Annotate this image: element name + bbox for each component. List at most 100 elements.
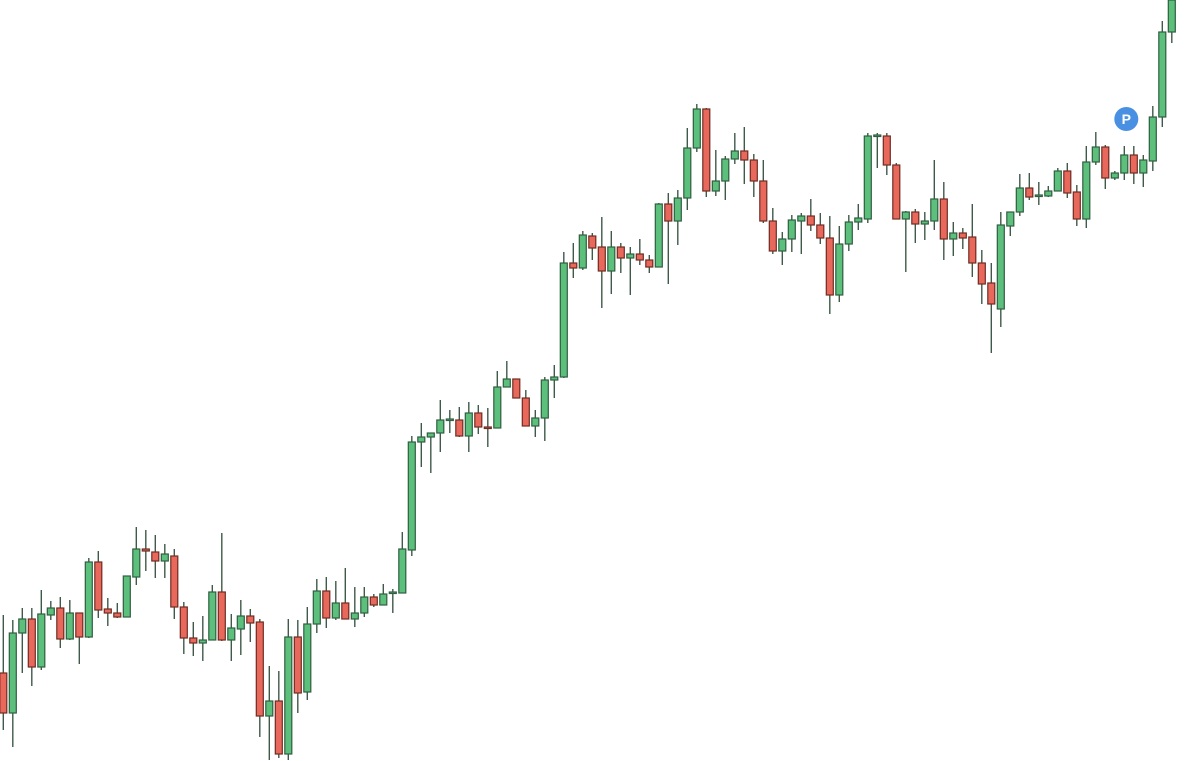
candle-body-down xyxy=(911,211,920,225)
candle xyxy=(512,378,521,399)
candle xyxy=(1082,146,1091,228)
candle-body-up xyxy=(37,613,46,668)
candle-body-up xyxy=(1167,0,1176,33)
candles-group xyxy=(0,0,1176,760)
candle-body-up xyxy=(1034,194,1043,198)
candle-body-up xyxy=(1053,170,1062,192)
candle-body-down xyxy=(512,378,521,399)
candle-body-down xyxy=(882,135,891,166)
candle xyxy=(749,154,758,197)
candle xyxy=(740,127,749,184)
candle xyxy=(778,232,787,265)
candle-body-up xyxy=(1082,161,1091,220)
candle-body-up xyxy=(949,232,958,240)
candle xyxy=(436,400,445,452)
candle-body-down xyxy=(616,246,625,259)
candle-body-down xyxy=(635,253,644,261)
annotations-group: P xyxy=(1114,107,1139,131)
candle-body-down xyxy=(1129,154,1138,174)
candle-body-down xyxy=(1101,146,1110,179)
candle xyxy=(1015,174,1024,216)
candle-body-down xyxy=(958,232,967,239)
candle xyxy=(949,222,958,256)
candle xyxy=(635,239,644,265)
candle-body-up xyxy=(132,548,141,578)
candle xyxy=(493,371,502,429)
candle-body-up xyxy=(417,436,426,443)
candle-body-down xyxy=(113,612,122,618)
candle-body-up xyxy=(873,134,882,138)
candle-body-down xyxy=(341,602,350,620)
candle-body-down xyxy=(987,282,996,305)
candle xyxy=(825,216,834,314)
candle-body-up xyxy=(1158,31,1167,118)
candle-body-down xyxy=(141,548,150,552)
candle xyxy=(198,616,207,661)
candle-body-down xyxy=(569,262,578,269)
candle-body-down xyxy=(806,215,815,226)
candle-body-down xyxy=(179,606,188,639)
candle xyxy=(683,128,692,210)
candle xyxy=(388,589,397,613)
candle-body-up xyxy=(578,234,587,269)
candle-body-up xyxy=(236,615,245,630)
candle xyxy=(1139,155,1148,187)
candle-body-up xyxy=(445,418,454,422)
candle xyxy=(844,215,853,251)
candle-body-down xyxy=(749,159,758,182)
candle-body-down xyxy=(740,150,749,161)
candle xyxy=(1034,182,1043,205)
candle xyxy=(103,598,112,626)
candle xyxy=(179,602,188,654)
candle-body-down xyxy=(56,607,65,640)
candle xyxy=(303,607,312,700)
candle xyxy=(46,601,55,620)
candle xyxy=(882,133,891,175)
candle xyxy=(360,587,369,617)
candle-body-down xyxy=(474,412,483,428)
candle-body-down xyxy=(255,621,264,717)
candle-body-up xyxy=(721,158,730,182)
candle xyxy=(654,203,663,268)
candle-body-down xyxy=(664,203,673,222)
candle-body-up xyxy=(835,243,844,296)
candle-body-up xyxy=(692,108,701,149)
candle-body-up xyxy=(350,612,359,620)
candle xyxy=(1091,132,1100,165)
candle-body-up xyxy=(493,386,502,429)
annotation-marker[interactable]: P xyxy=(1114,107,1139,131)
candle-body-up xyxy=(312,590,321,625)
candle-body-down xyxy=(588,235,597,249)
candle xyxy=(559,252,568,378)
candle-body-down xyxy=(27,618,36,668)
candle xyxy=(977,250,986,304)
candle xyxy=(189,622,198,656)
candle-body-down xyxy=(892,164,901,220)
candle-body-down xyxy=(1063,170,1072,194)
candle-body-up xyxy=(208,591,217,641)
candle xyxy=(787,215,796,252)
candle-body-down xyxy=(768,220,777,252)
candle xyxy=(1072,185,1081,226)
candle-body-down xyxy=(825,237,834,296)
candle-body-down xyxy=(170,555,179,608)
candle xyxy=(75,612,84,664)
candle-body-down xyxy=(103,608,112,614)
candle-body-up xyxy=(65,612,74,640)
candle xyxy=(293,620,302,713)
candle-body-up xyxy=(227,627,236,641)
candle-body-up xyxy=(1044,190,1053,197)
candle xyxy=(94,551,103,618)
candle xyxy=(312,579,321,633)
candle xyxy=(56,597,65,648)
candle-body-up xyxy=(303,623,312,693)
candle xyxy=(1120,146,1129,180)
candle xyxy=(987,263,996,353)
candle-body-up xyxy=(626,253,635,259)
candle xyxy=(170,549,179,619)
candle-body-up xyxy=(559,262,568,378)
candle xyxy=(607,231,616,294)
candle xyxy=(578,231,587,270)
candle-body-up xyxy=(673,197,682,222)
